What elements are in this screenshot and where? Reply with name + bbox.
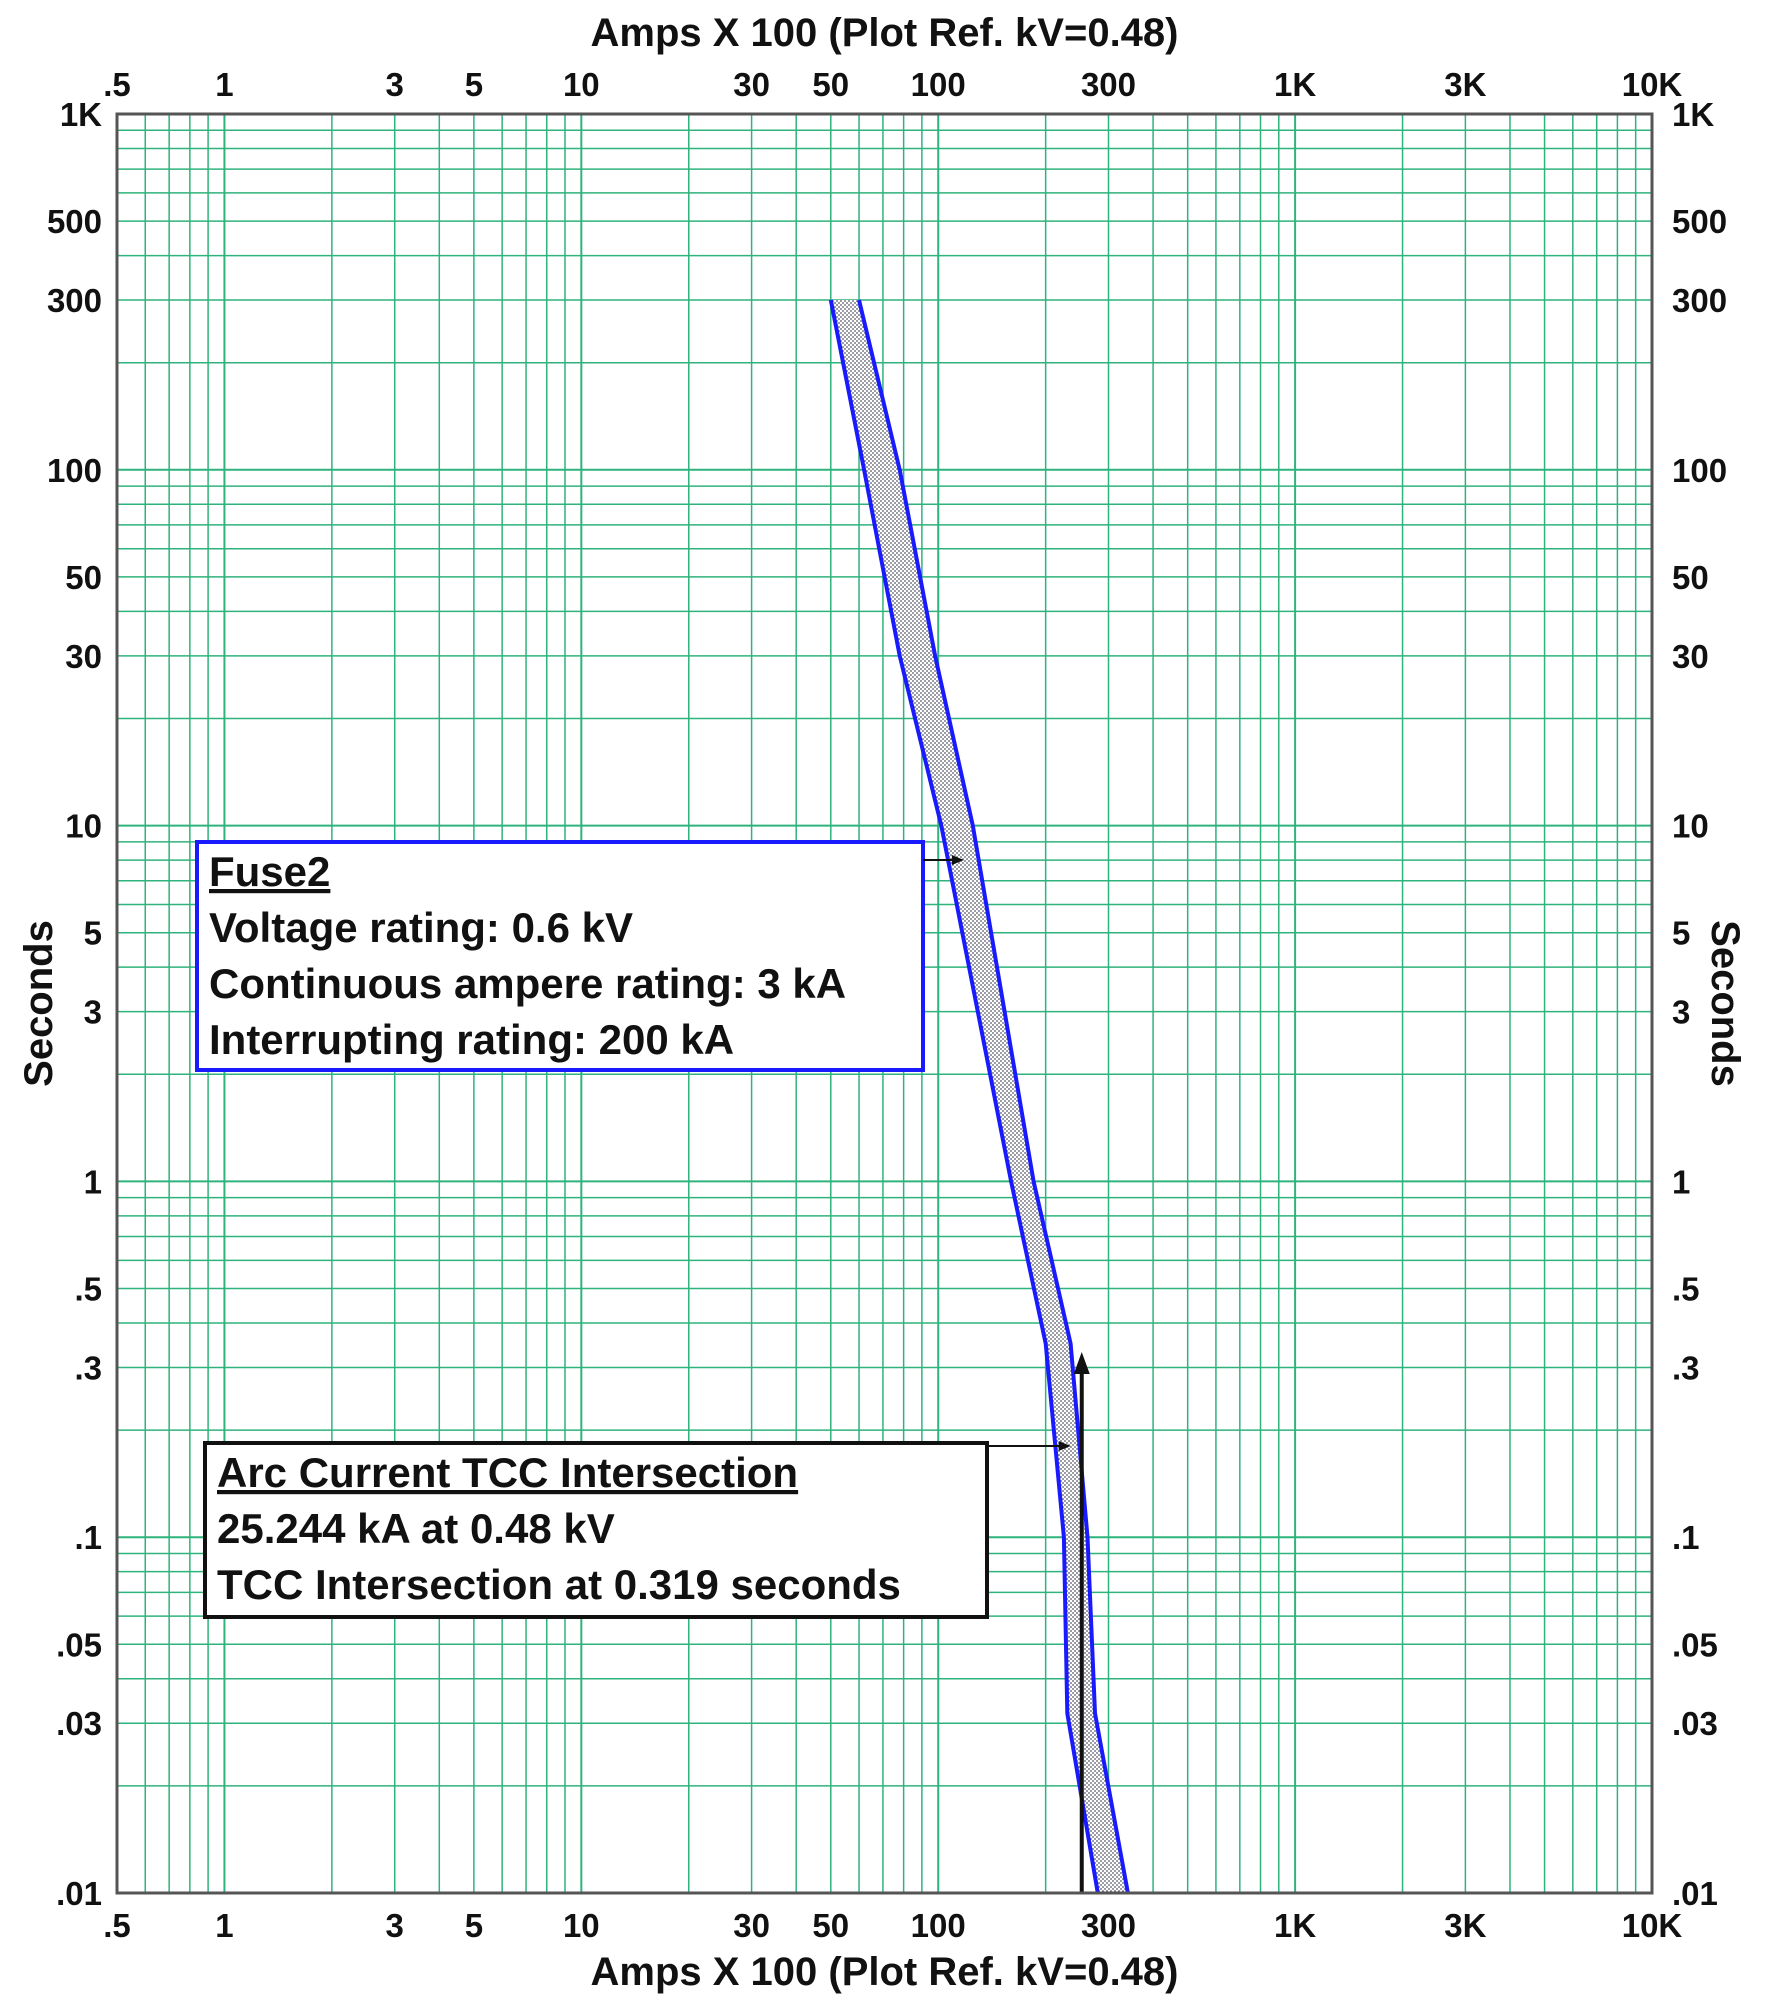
x-tick-label-top: .5	[103, 66, 131, 103]
y-tick-label-left: .1	[74, 1519, 102, 1556]
x-tick-label-bottom: 100	[911, 1907, 966, 1944]
x-axis-label-bottom: Amps X 100 (Plot Ref. kV=0.48)	[590, 1950, 1178, 1994]
x-tick-label-bottom: 10	[563, 1907, 600, 1944]
x-tick-label-bottom: 3K	[1444, 1907, 1486, 1944]
x-tick-label-bottom: 3	[386, 1907, 404, 1944]
arc-current-arrowhead	[1073, 1351, 1090, 1374]
fuse-continuous-rating: Continuous ampere rating: 3 kA	[209, 960, 846, 1007]
fuse-interrupting-rating: Interrupting rating: 200 kA	[209, 1016, 734, 1063]
x-tick-label-top: 1K	[1274, 66, 1316, 103]
fuse-callout-box	[195, 840, 925, 1072]
y-tick-label-right: .05	[1672, 1626, 1718, 1663]
y-tick-label-left: .5	[74, 1271, 102, 1308]
y-tick-label-left: 10	[65, 808, 102, 845]
y-tick-label-right: .3	[1672, 1349, 1700, 1386]
x-tick-label-bottom: 10K	[1622, 1907, 1683, 1944]
y-tick-label-right: .03	[1672, 1705, 1718, 1742]
fuse-callout-arrowhead	[951, 855, 964, 865]
arc-callout: Arc Current TCC Intersection 25.244 kA a…	[203, 1441, 1071, 1619]
x-tick-label-top: 10K	[1622, 66, 1683, 103]
x-tick-label-top: 50	[812, 66, 849, 103]
fuse-callout-title: Fuse2	[209, 848, 330, 895]
tcc-total-clear-curve	[857, 299, 1130, 1894]
arc-callout-arrowhead	[1058, 1441, 1071, 1451]
y-tick-label-left: 500	[47, 203, 102, 240]
x-tick-label-top: 3	[386, 66, 404, 103]
arc-callout-box	[203, 1441, 989, 1619]
y-tick-label-left: 300	[47, 282, 102, 319]
x-axis-label-top: Amps X 100 (Plot Ref. kV=0.48)	[590, 11, 1178, 55]
arc-callout-title: Arc Current TCC Intersection	[217, 1449, 798, 1496]
y-tick-label-right: .01	[1672, 1875, 1718, 1912]
x-tick-label-bottom: 1	[215, 1907, 233, 1944]
y-tick-label-left: .3	[74, 1349, 102, 1386]
x-tick-label-bottom: 1K	[1274, 1907, 1316, 1944]
y-tick-label-right: 100	[1672, 452, 1727, 489]
x-tick-label-top: 100	[911, 66, 966, 103]
x-tick-label-top: 10	[563, 66, 600, 103]
x-tick-label-bottom: 300	[1081, 1907, 1136, 1944]
y-tick-label-right: 500	[1672, 203, 1727, 240]
x-tick-label-bottom: .5	[103, 1907, 131, 1944]
arc-current-value: 25.244 kA at 0.48 kV	[217, 1505, 615, 1552]
y-tick-label-right: 1K	[1672, 96, 1714, 133]
y-tick-label-right: .1	[1672, 1519, 1700, 1556]
y-tick-label-left: 1K	[60, 96, 102, 133]
y-tick-label-left: 50	[65, 559, 102, 596]
tcc-band	[828, 299, 1130, 1894]
y-tick-label-right: 10	[1672, 808, 1709, 845]
y-tick-label-right: 50	[1672, 559, 1709, 596]
y-tick-label-left: 30	[65, 638, 102, 675]
y-tick-label-right: 3	[1672, 994, 1690, 1031]
fuse-voltage-rating: Voltage rating: 0.6 kV	[209, 904, 633, 951]
arc-current-marker	[1073, 1351, 1090, 1893]
x-tick-label-top: 5	[465, 66, 483, 103]
y-tick-label-left: .05	[56, 1626, 102, 1663]
x-tick-label-top: 1	[215, 66, 233, 103]
x-tick-label-bottom: 30	[733, 1907, 770, 1944]
y-tick-label-left: .01	[56, 1875, 102, 1912]
y-tick-label-left: .03	[56, 1705, 102, 1742]
y-tick-label-left: 100	[47, 452, 102, 489]
y-tick-label-right: 5	[1672, 915, 1690, 952]
y-tick-label-right: .5	[1672, 1271, 1700, 1308]
y-tick-label-left: 1	[84, 1163, 102, 1200]
y-tick-label-right: 300	[1672, 282, 1727, 319]
plot-frame	[115, 112, 1654, 1895]
x-tick-label-top: 3K	[1444, 66, 1486, 103]
x-tick-label-top: 30	[733, 66, 770, 103]
tick-labels: .5 .5 1 1 3 3 5 5 10 10 30 30 50 50 100 100 300 300 1K 1K 3K…	[47, 66, 1727, 1944]
x-tick-label-bottom: 50	[812, 1907, 849, 1944]
tcc-minimum-melt-curve	[828, 299, 1100, 1894]
arc-intersection-time: TCC Intersection at 0.319 seconds	[217, 1561, 901, 1608]
y-tick-label-left: 3	[84, 994, 102, 1031]
x-tick-label-top: 300	[1081, 66, 1136, 103]
fuse-callout: Fuse2 Voltage rating: 0.6 kV Continuous …	[195, 840, 964, 1072]
y-tick-label-left: 5	[84, 915, 102, 952]
x-tick-label-bottom: 5	[465, 1907, 483, 1944]
y-tick-label-right: 1	[1672, 1163, 1690, 1200]
y-axis-label-right: Seconds	[1703, 920, 1747, 1087]
y-tick-label-right: 30	[1672, 638, 1709, 675]
y-axis-label-left: Seconds	[17, 920, 61, 1087]
